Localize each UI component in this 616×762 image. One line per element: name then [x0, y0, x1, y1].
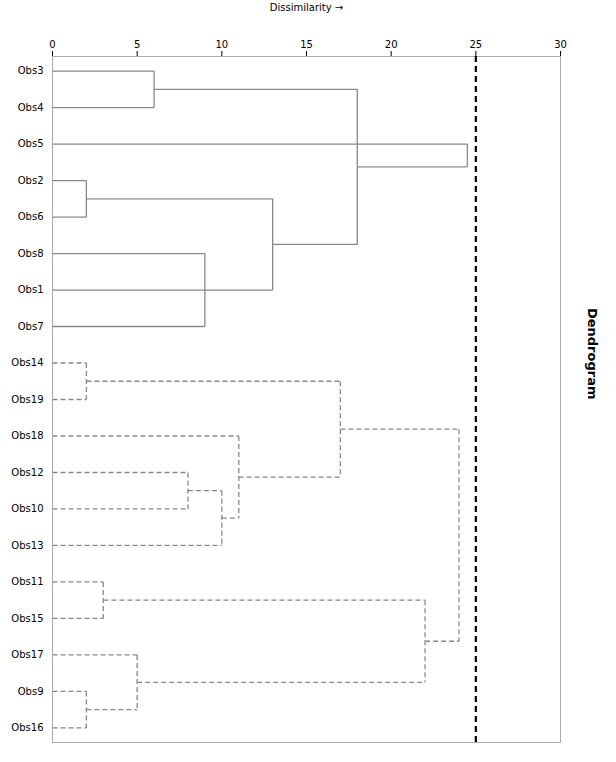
svg-text:Obs5: Obs5	[18, 138, 44, 149]
svg-text:Obs17: Obs17	[11, 649, 43, 660]
svg-text:Obs11: Obs11	[11, 576, 43, 587]
svg-text:Obs6: Obs6	[18, 211, 44, 222]
svg-text:10: 10	[215, 39, 228, 50]
svg-text:Obs3: Obs3	[18, 65, 44, 76]
svg-text:Obs1: Obs1	[18, 284, 44, 295]
svg-text:Obs9: Obs9	[18, 686, 44, 697]
svg-text:Obs8: Obs8	[18, 248, 44, 259]
svg-text:15: 15	[300, 39, 313, 50]
svg-text:Obs2: Obs2	[18, 175, 44, 186]
svg-text:Obs18: Obs18	[11, 430, 43, 441]
svg-text:Obs16: Obs16	[11, 722, 43, 733]
svg-text:30: 30	[554, 39, 567, 50]
svg-text:Obs7: Obs7	[18, 321, 44, 332]
svg-text:Obs14: Obs14	[11, 357, 43, 368]
svg-text:Obs10: Obs10	[11, 503, 43, 514]
svg-text:Obs12: Obs12	[11, 467, 43, 478]
svg-text:Obs13: Obs13	[11, 540, 43, 551]
svg-text:20: 20	[385, 39, 398, 50]
svg-text:Obs19: Obs19	[11, 394, 43, 405]
svg-text:Dendrogram: Dendrogram	[585, 308, 600, 400]
svg-text:Obs15: Obs15	[11, 613, 43, 624]
svg-text:5: 5	[134, 39, 140, 50]
svg-text:Obs4: Obs4	[18, 102, 44, 113]
svg-text:Dissimilarity →: Dissimilarity →	[270, 2, 343, 13]
svg-text:0: 0	[49, 39, 55, 50]
svg-text:25: 25	[469, 39, 482, 50]
